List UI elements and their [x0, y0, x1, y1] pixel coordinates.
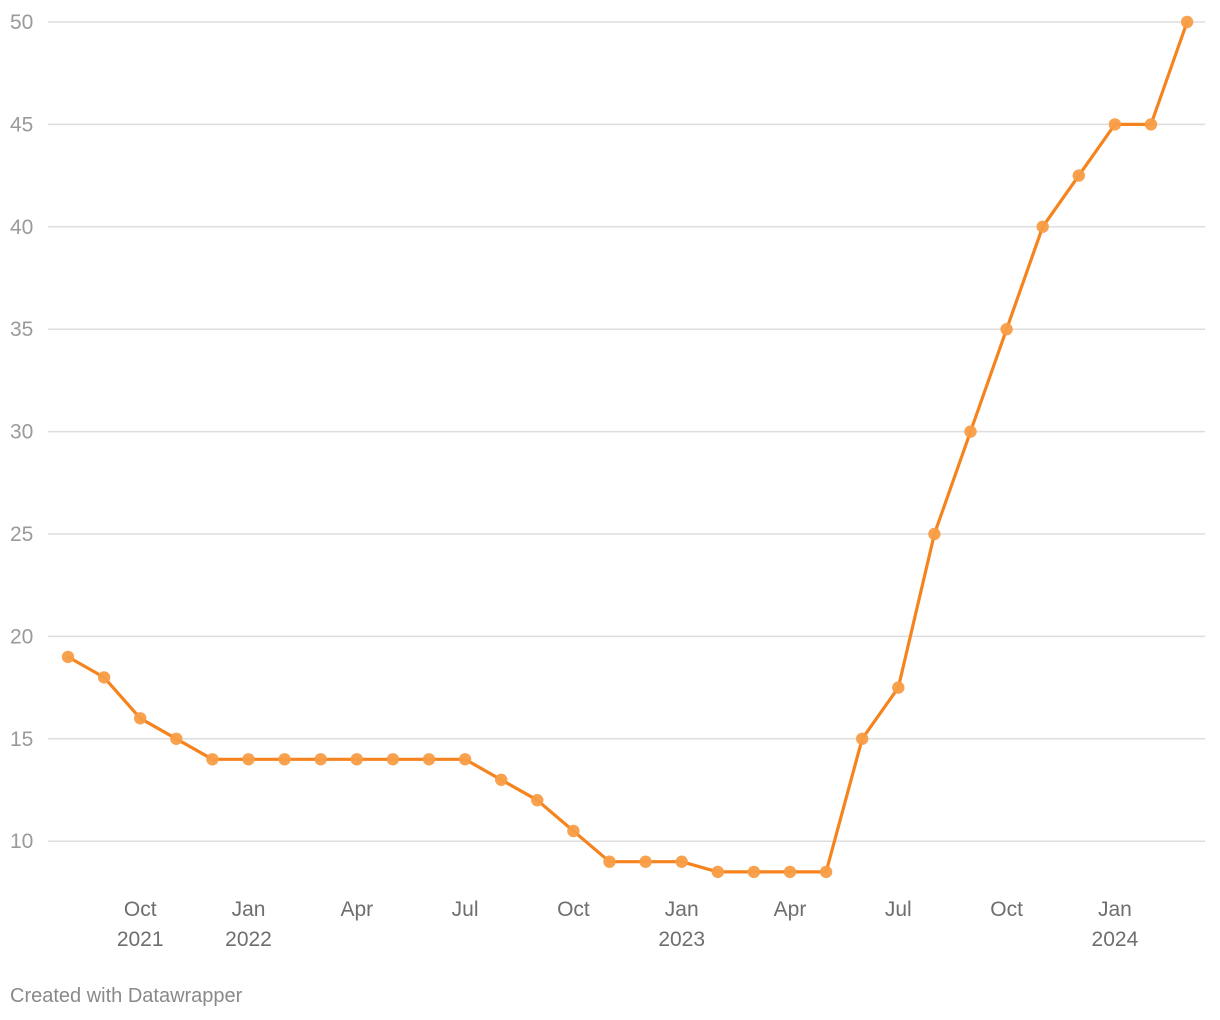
x-tick-label-oct: Oct — [990, 898, 1023, 921]
data-point-2023-06[interactable] — [856, 732, 869, 745]
x-tick-label-jan-2024: Jan — [1098, 898, 1132, 921]
data-point-2022-07[interactable] — [458, 753, 472, 766]
data-point-2022-02[interactable] — [278, 753, 291, 766]
data-point-2024-01[interactable] — [1108, 118, 1122, 131]
x-tick-label-oct-2021: Oct — [124, 898, 157, 921]
data-point-2023-10[interactable] — [1000, 323, 1013, 336]
data-point-2024-03[interactable] — [1180, 15, 1194, 29]
data-point-2021-09[interactable] — [97, 671, 111, 684]
data-point-2023-01[interactable] — [675, 855, 688, 868]
data-point-2021-08[interactable] — [61, 650, 75, 664]
y-axis-tick-labels: 10 15 20 25 30 35 40 45 50 — [10, 11, 33, 853]
credit-text: Created with Datawrapper — [10, 985, 243, 1007]
data-point-2023-07[interactable] — [892, 681, 905, 694]
data-point-2023-09[interactable] — [964, 425, 977, 438]
data-point-2022-06[interactable] — [422, 753, 436, 766]
data-point-2022-05[interactable] — [386, 753, 400, 766]
x-tick-label-jan-2023: Jan — [665, 898, 699, 921]
x-tick-year-2024: 2024 — [1092, 928, 1139, 951]
data-point-2024-02[interactable] — [1144, 118, 1158, 131]
data-point-2022-08[interactable] — [495, 773, 508, 786]
series-line — [66, 20, 1189, 874]
series-points-layer — [61, 15, 1194, 879]
gridlines — [48, 21, 1205, 842]
y-tick-label-25: 25 — [10, 523, 33, 546]
data-point-2022-11[interactable] — [603, 855, 616, 868]
y-tick-label-50: 50 — [10, 11, 33, 34]
data-point-2023-05[interactable] — [819, 865, 833, 879]
data-point-2023-08[interactable] — [928, 527, 941, 541]
x-tick-label-jul: Jul — [885, 898, 912, 921]
data-point-2021-12[interactable] — [206, 753, 219, 766]
y-tick-label-35: 35 — [10, 318, 33, 341]
data-point-2023-04[interactable] — [783, 865, 797, 879]
y-tick-label-30: 30 — [10, 421, 33, 444]
data-point-2021-10[interactable] — [134, 712, 147, 725]
data-point-2022-09[interactable] — [531, 794, 544, 807]
y-tick-label-20: 20 — [10, 625, 33, 648]
x-tick-label-apr: Apr — [340, 898, 373, 921]
y-tick-label-15: 15 — [10, 728, 33, 751]
y-tick-label-45: 45 — [10, 113, 33, 136]
x-tick-label-oct: Oct — [557, 898, 590, 921]
data-point-2022-10[interactable] — [567, 824, 580, 838]
x-tick-year-2023: 2023 — [658, 928, 705, 951]
y-tick-label-10: 10 — [10, 830, 33, 853]
series-line-layer — [66, 20, 1189, 874]
y-tick-label-40: 40 — [10, 216, 33, 239]
data-point-2023-03[interactable] — [747, 865, 761, 879]
x-tick-year-2021: 2021 — [117, 928, 164, 951]
x-tick-label-jul: Jul — [452, 898, 479, 921]
data-point-2023-11[interactable] — [1036, 220, 1049, 233]
data-point-2021-11[interactable] — [170, 732, 183, 745]
data-point-2022-03[interactable] — [314, 753, 327, 766]
data-point-2022-12[interactable] — [639, 855, 652, 868]
x-tick-year-2022: 2022 — [225, 928, 272, 951]
x-tick-label-apr: Apr — [774, 898, 807, 921]
data-point-2022-04[interactable] — [350, 753, 363, 766]
data-point-2023-02[interactable] — [711, 865, 724, 879]
x-axis-tick-labels: Oct 2021 Jan 2022 Apr Jul Oct Jan 2023 Apr Jul Oct J… — [117, 898, 1139, 951]
data-point-2022-01[interactable] — [242, 753, 255, 766]
x-tick-label-jan-2022: Jan — [232, 898, 266, 921]
data-point-2023-12[interactable] — [1072, 169, 1086, 182]
